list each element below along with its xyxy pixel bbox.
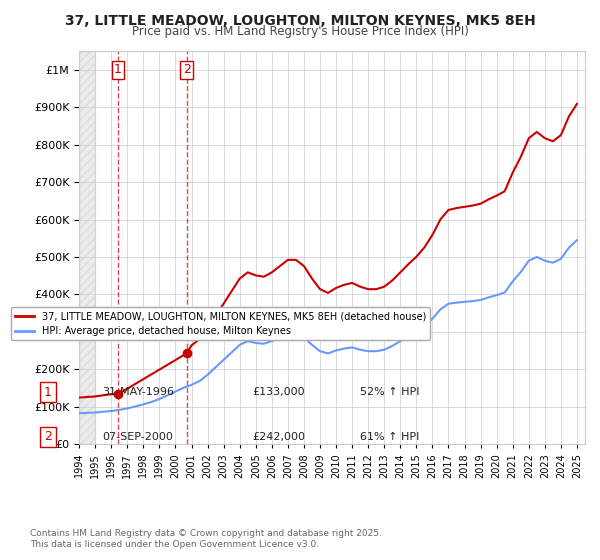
Text: Contains HM Land Registry data © Crown copyright and database right 2025.
This d: Contains HM Land Registry data © Crown c…: [30, 529, 382, 549]
Text: 37, LITTLE MEADOW, LOUGHTON, MILTON KEYNES, MK5 8EH: 37, LITTLE MEADOW, LOUGHTON, MILTON KEYN…: [65, 14, 535, 28]
Text: 2: 2: [182, 63, 191, 76]
Text: £242,000: £242,000: [252, 432, 305, 442]
Text: 31-MAY-1996: 31-MAY-1996: [102, 387, 174, 397]
Text: 2: 2: [44, 430, 52, 444]
Text: 1: 1: [44, 385, 52, 399]
Text: £133,000: £133,000: [252, 387, 305, 397]
Text: Price paid vs. HM Land Registry's House Price Index (HPI): Price paid vs. HM Land Registry's House …: [131, 25, 469, 38]
Text: 07-SEP-2000: 07-SEP-2000: [102, 432, 173, 442]
Text: 61% ↑ HPI: 61% ↑ HPI: [360, 432, 419, 442]
Text: 52% ↑ HPI: 52% ↑ HPI: [360, 387, 419, 397]
Text: 1: 1: [114, 63, 122, 76]
Bar: [79, 52, 95, 444]
Legend: 37, LITTLE MEADOW, LOUGHTON, MILTON KEYNES, MK5 8EH (detached house), HPI: Avera: 37, LITTLE MEADOW, LOUGHTON, MILTON KEYN…: [11, 307, 430, 340]
